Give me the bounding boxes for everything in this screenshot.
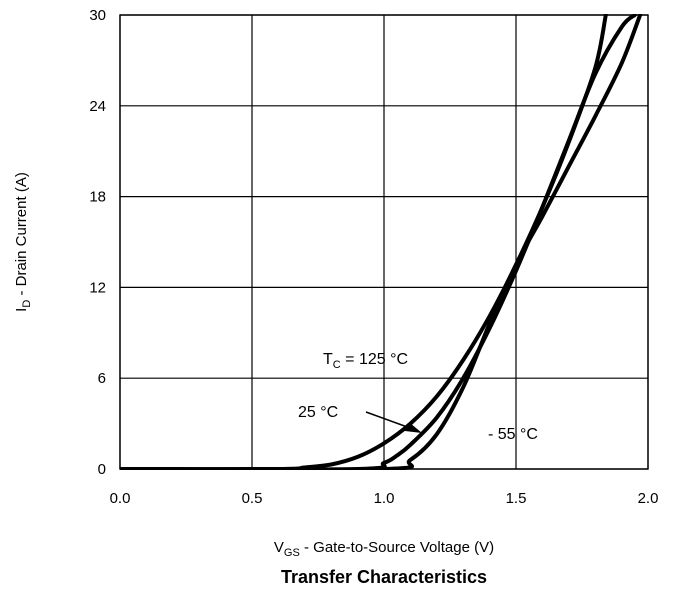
series-line-tcm55: [120, 14, 643, 470]
grid-lines: [119, 14, 649, 470]
x-tick-label: 0.0: [110, 490, 131, 507]
series-line-tc125: [120, 14, 608, 470]
annotation-arrow-shaft: [365, 411, 411, 429]
series-lines: [120, 14, 643, 470]
annotation-arrow-head: [405, 423, 422, 433]
x-tick-label: 1.0: [374, 490, 395, 507]
y-axis-label: ID - Drain Current (A): [13, 172, 33, 312]
chart-caption: Transfer Characteristics: [281, 567, 487, 587]
x-tick-label: 2.0: [638, 490, 659, 507]
x-axis-label: VGS - Gate-to-Source Voltage (V): [274, 539, 494, 559]
x-tick-labels: 0.0 0.5 1.0 1.5 2.0: [110, 490, 659, 507]
annotations: TC = 125 °C 25 °C - 55 °C: [298, 351, 538, 443]
y-tick-label: 6: [98, 370, 106, 387]
x-tick-label: 1.5: [506, 490, 527, 507]
annotation-tcm55: - 55 °C: [488, 426, 538, 443]
y-tick-label: 12: [89, 279, 106, 296]
y-tick-labels: 0 6 12 18 24 30: [89, 7, 106, 478]
annotation-tc125: TC = 125 °C: [323, 351, 408, 371]
annotation-tc25: 25 °C: [298, 404, 338, 421]
y-tick-label: 18: [89, 189, 106, 206]
y-tick-label: 0: [98, 461, 106, 478]
y-tick-label: 24: [89, 98, 106, 115]
series-line-tc25: [120, 14, 637, 470]
y-tick-label: 30: [89, 7, 106, 24]
x-tick-label: 0.5: [242, 490, 263, 507]
